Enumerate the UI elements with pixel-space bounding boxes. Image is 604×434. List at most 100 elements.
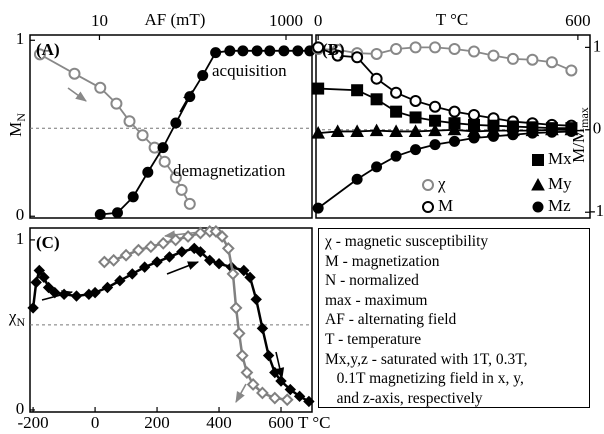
axis-label-sub: N [14, 113, 28, 122]
point [251, 45, 263, 57]
point [197, 69, 209, 81]
point [163, 251, 176, 263]
point [70, 290, 83, 302]
point [526, 53, 539, 66]
x-tick-label: -200 [18, 413, 49, 432]
point [229, 301, 243, 315]
point [546, 126, 558, 138]
point [330, 124, 345, 137]
point [256, 386, 269, 400]
point [110, 97, 123, 110]
point [235, 349, 249, 362]
point [224, 45, 236, 57]
point [246, 378, 260, 391]
point [262, 349, 275, 362]
y-tick-label: 0 [16, 399, 25, 418]
point [213, 258, 225, 270]
point [176, 246, 188, 258]
point [390, 150, 402, 162]
point [284, 383, 297, 396]
arrow [163, 230, 201, 240]
legend-label: χ [437, 174, 446, 193]
point [369, 123, 384, 137]
point [194, 226, 207, 240]
point [370, 72, 383, 85]
point [278, 45, 290, 57]
point [429, 139, 441, 151]
point [390, 105, 403, 118]
point [94, 81, 107, 94]
y-tick-label: 0 [16, 205, 25, 224]
point [351, 84, 364, 97]
point [237, 45, 249, 57]
point [350, 124, 364, 137]
x-axis-label: AF (mT) [145, 10, 206, 29]
note-line: 0.1T magnetizing field in x, y, [325, 370, 524, 388]
legend-label: My [548, 174, 572, 193]
arrow [235, 383, 247, 403]
note-line: M - magnetization [325, 252, 440, 270]
x-tick-label: 10 [91, 11, 108, 30]
axis-label-main: M [6, 122, 25, 137]
point [507, 129, 519, 141]
point [119, 248, 133, 262]
axis-label-sub: max [577, 107, 591, 128]
point [390, 86, 403, 99]
point [94, 208, 106, 220]
plot-frame [315, 34, 591, 219]
point [156, 236, 170, 250]
point [293, 390, 306, 403]
point [58, 288, 70, 301]
axis-label: χN [8, 307, 26, 329]
point [410, 144, 422, 156]
point [136, 129, 149, 142]
axis-label-sub: N [16, 315, 25, 329]
note-line: N - normalized [325, 272, 419, 290]
y-tick-label: 1 [593, 36, 602, 55]
point [144, 240, 158, 254]
point [312, 82, 325, 95]
note-line: and z-axis, respectively [325, 389, 483, 407]
point [49, 286, 61, 299]
point [123, 115, 136, 128]
point [448, 43, 461, 56]
point [312, 41, 325, 54]
point [151, 256, 163, 268]
point [389, 124, 403, 137]
point [127, 191, 139, 203]
panel-label: (B) [322, 40, 345, 59]
point [429, 100, 442, 113]
point [371, 161, 383, 173]
annotation: demagnetization [173, 161, 286, 180]
point [215, 230, 229, 243]
legend-label: Mz [548, 196, 571, 215]
y-tick-label: 1 [16, 229, 25, 248]
arrow [67, 87, 87, 102]
point [226, 267, 240, 281]
legend-marker [532, 201, 544, 213]
point [181, 230, 195, 243]
point [142, 166, 154, 178]
point [238, 264, 250, 277]
notes-box: χ - magnetic susceptibility M - magnetiza… [318, 228, 590, 408]
point [157, 142, 169, 154]
point [42, 281, 55, 294]
point [97, 255, 111, 269]
legend-marker [422, 201, 434, 213]
point [390, 43, 403, 56]
x-tick-label: 0 [314, 11, 323, 30]
axis-label-main: M/M [569, 128, 588, 163]
point [312, 202, 324, 214]
point [448, 105, 461, 118]
point [107, 253, 121, 267]
point [194, 246, 207, 258]
x-axis-label: T °C [298, 413, 330, 432]
point [351, 51, 364, 64]
point [526, 127, 538, 139]
point [244, 271, 256, 284]
point [409, 41, 422, 54]
point [408, 124, 423, 137]
point [169, 171, 182, 184]
axis-label-main: χ [8, 307, 17, 326]
note-line: χ - magnetic susceptibility [325, 233, 489, 250]
